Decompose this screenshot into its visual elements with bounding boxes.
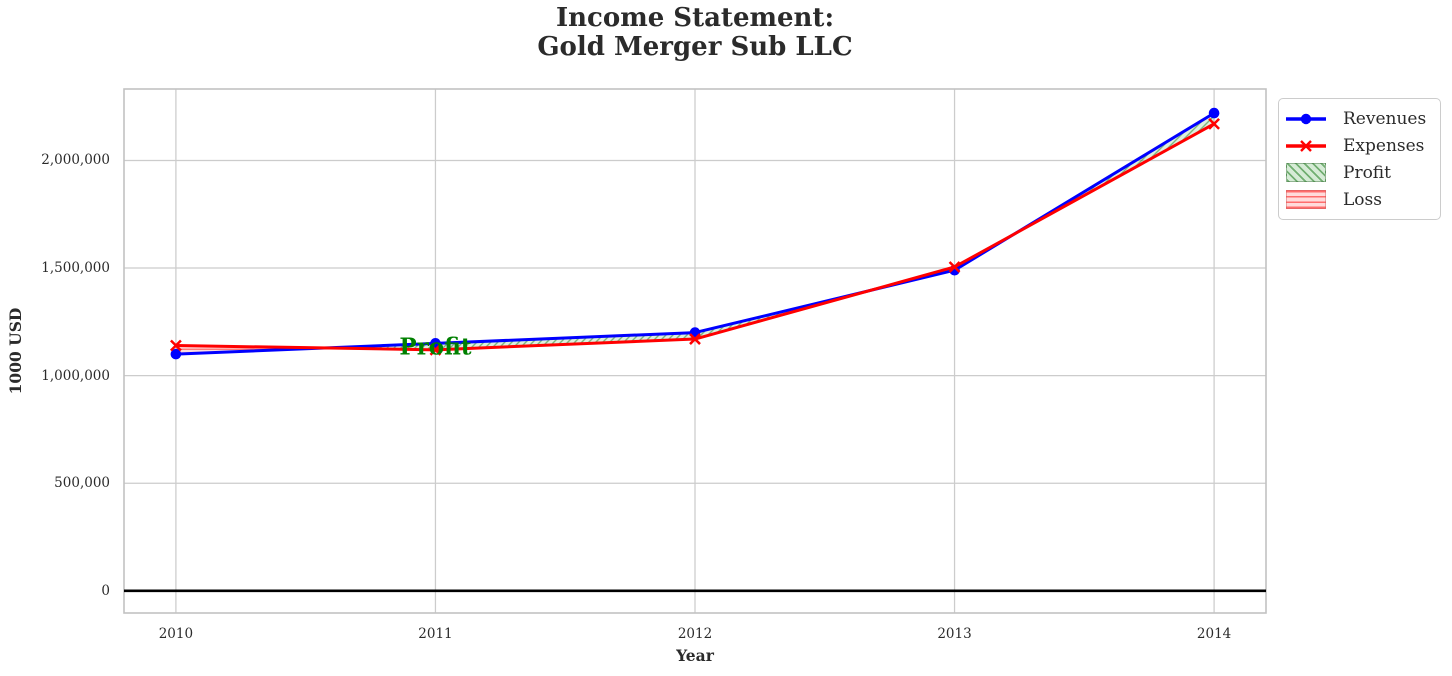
x-tick-label: 2011 [418, 626, 453, 642]
y-tick-label: 0 [101, 582, 110, 599]
y-tick-label: 1,000,000 [41, 367, 110, 384]
y-tick-label: 500,000 [54, 475, 110, 492]
x-tick-label: 2012 [677, 626, 713, 642]
grid-lines [124, 89, 1266, 613]
chart-title-line1: Income Statement: [555, 3, 835, 33]
x-axis-label: Year [676, 646, 714, 665]
legend-label-profit: Profit [1343, 162, 1391, 183]
x-tick-label: 2010 [158, 626, 194, 642]
expenses-line-icon [1285, 138, 1327, 154]
legend-label-loss: Loss [1343, 189, 1382, 210]
legend-row-revenues: Revenues [1285, 105, 1432, 132]
profit-annotation: Profit [399, 333, 472, 361]
data-series [170, 107, 1220, 360]
chart-title: Income Statement: Gold Merger Sub LLC [0, 4, 1390, 62]
revenues-line-icon [1285, 111, 1327, 127]
legend-row-profit: Profit [1285, 159, 1432, 186]
x-tick-label: 2013 [937, 626, 972, 642]
x-tick-label: 2014 [1196, 626, 1232, 642]
y-tick-label: 1,500,000 [41, 260, 110, 277]
y-axis-label: 1000 USD [6, 307, 25, 395]
legend-label-revenues: Revenues [1343, 108, 1427, 129]
y-tick-label: 2,000,000 [41, 152, 110, 169]
legend-label-expenses: Expenses [1343, 135, 1425, 156]
profit-hatch-icon [1285, 163, 1327, 182]
chart-title-line2: Gold Merger Sub LLC [537, 32, 853, 62]
legend-row-loss: Loss [1285, 186, 1432, 213]
legend-row-expenses: Expenses [1285, 132, 1432, 159]
axes-frame [123, 88, 1267, 614]
legend: Revenues Expenses Profit Loss [1278, 98, 1441, 220]
loss-hatch-icon [1285, 190, 1327, 209]
